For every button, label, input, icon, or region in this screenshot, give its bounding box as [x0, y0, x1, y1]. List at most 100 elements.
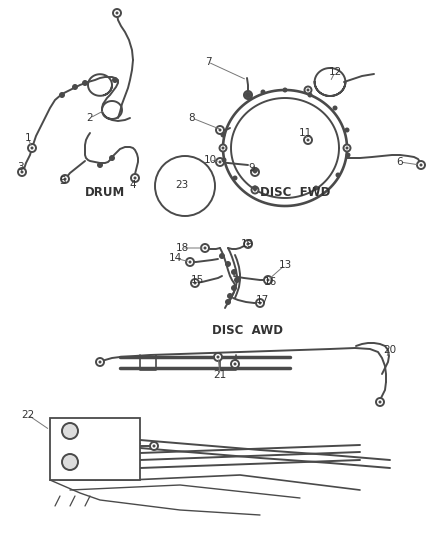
Circle shape	[345, 127, 350, 133]
Circle shape	[252, 185, 258, 190]
Circle shape	[378, 400, 381, 403]
Circle shape	[346, 147, 349, 149]
Circle shape	[307, 93, 312, 98]
Circle shape	[28, 144, 36, 152]
Circle shape	[219, 160, 222, 164]
Circle shape	[188, 261, 191, 263]
Text: 5: 5	[60, 176, 66, 186]
Circle shape	[18, 168, 26, 176]
Circle shape	[222, 147, 225, 149]
Circle shape	[152, 445, 155, 448]
Circle shape	[266, 279, 269, 281]
Circle shape	[109, 155, 115, 161]
Circle shape	[304, 136, 312, 144]
Circle shape	[191, 279, 199, 287]
Text: 13: 13	[279, 260, 292, 270]
Text: DISC  AWD: DISC AWD	[212, 324, 283, 336]
Circle shape	[245, 92, 251, 98]
Text: 2: 2	[87, 113, 93, 123]
Circle shape	[247, 93, 250, 96]
Text: 17: 17	[255, 295, 268, 305]
Circle shape	[307, 88, 310, 92]
Circle shape	[304, 86, 311, 93]
Circle shape	[216, 126, 224, 134]
Circle shape	[134, 176, 137, 180]
Circle shape	[256, 299, 264, 307]
Circle shape	[332, 106, 338, 110]
Text: 18: 18	[175, 243, 189, 253]
Circle shape	[231, 269, 237, 275]
Text: 3: 3	[17, 162, 23, 172]
Circle shape	[346, 152, 350, 157]
Circle shape	[219, 144, 226, 151]
Circle shape	[216, 356, 219, 359]
Text: 4: 4	[130, 180, 136, 190]
Circle shape	[336, 173, 340, 177]
Circle shape	[220, 133, 226, 138]
Circle shape	[31, 147, 33, 149]
Circle shape	[216, 158, 224, 166]
Circle shape	[234, 277, 240, 283]
Circle shape	[64, 177, 67, 181]
Circle shape	[61, 175, 69, 183]
Text: DISC  FWD: DISC FWD	[260, 185, 330, 198]
Circle shape	[244, 240, 252, 248]
Circle shape	[244, 91, 252, 99]
Text: 10: 10	[203, 155, 216, 165]
Text: 12: 12	[328, 67, 342, 77]
Circle shape	[219, 128, 222, 132]
Circle shape	[258, 302, 261, 304]
Circle shape	[194, 281, 197, 285]
Circle shape	[254, 189, 257, 191]
Text: 15: 15	[191, 275, 204, 285]
Circle shape	[59, 92, 65, 98]
Circle shape	[343, 144, 350, 151]
Text: 11: 11	[298, 128, 311, 138]
Circle shape	[420, 164, 423, 166]
Text: 6: 6	[397, 157, 403, 167]
Circle shape	[417, 161, 425, 169]
Text: 7: 7	[205, 57, 211, 67]
Circle shape	[62, 454, 78, 470]
Circle shape	[244, 92, 251, 99]
Circle shape	[113, 9, 121, 17]
Circle shape	[155, 156, 215, 216]
Circle shape	[131, 174, 139, 182]
Circle shape	[62, 423, 78, 439]
Circle shape	[227, 293, 233, 299]
Circle shape	[204, 246, 206, 249]
Circle shape	[251, 187, 258, 193]
Text: 21: 21	[213, 370, 226, 380]
Circle shape	[219, 253, 225, 259]
Circle shape	[247, 243, 250, 246]
Circle shape	[72, 84, 78, 90]
Circle shape	[186, 258, 194, 266]
Circle shape	[251, 168, 259, 176]
Circle shape	[225, 261, 231, 267]
Circle shape	[150, 442, 158, 450]
Circle shape	[231, 360, 239, 368]
Circle shape	[214, 353, 222, 361]
Text: 14: 14	[168, 253, 182, 263]
Circle shape	[233, 175, 237, 181]
Circle shape	[264, 276, 272, 284]
Text: 19: 19	[240, 239, 254, 249]
Circle shape	[314, 185, 318, 190]
Circle shape	[225, 299, 231, 305]
Circle shape	[376, 398, 384, 406]
Circle shape	[82, 80, 88, 86]
Circle shape	[261, 90, 265, 94]
Circle shape	[283, 87, 287, 93]
Circle shape	[252, 167, 258, 173]
Circle shape	[222, 157, 226, 163]
Text: DRUM: DRUM	[85, 185, 125, 198]
Text: 1: 1	[25, 133, 31, 143]
Circle shape	[307, 139, 310, 141]
Text: 16: 16	[263, 277, 277, 287]
Text: 20: 20	[383, 345, 396, 355]
Circle shape	[201, 244, 209, 252]
Text: 8: 8	[189, 113, 195, 123]
Text: 22: 22	[21, 410, 35, 420]
Circle shape	[233, 362, 237, 366]
Circle shape	[112, 77, 118, 83]
